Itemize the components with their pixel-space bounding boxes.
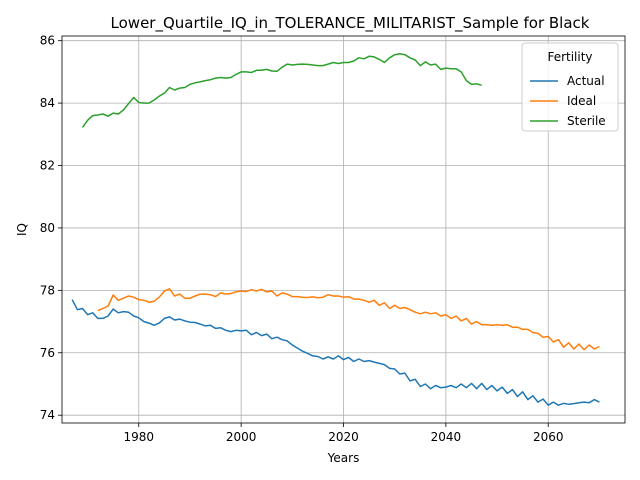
y-tick-label: 84 [40, 96, 55, 110]
legend-label-actual: Actual [567, 74, 605, 88]
y-tick-label: 74 [40, 408, 55, 422]
legend-label-sterile: Sterile [567, 114, 606, 128]
y-tick-label: 76 [40, 346, 55, 360]
legend-items: Actual Ideal Sterile [530, 74, 606, 128]
legend: Fertility Actual Ideal Sterile [521, 42, 619, 132]
y-tick-label: 86 [40, 34, 55, 48]
series-line-actual [71, 299, 600, 406]
legend-title: Fertility [547, 50, 592, 64]
x-tick-label: 1980 [123, 430, 154, 444]
axis-ticks: 1980 2000 2020 2040 2060 74 76 78 80 82 84 86 [40, 34, 564, 444]
x-axis-label: Years [327, 451, 360, 465]
series-line-ideal [97, 288, 600, 351]
y-tick-label: 82 [40, 159, 55, 173]
legend-box [521, 42, 619, 132]
legend-label-ideal: Ideal [567, 94, 596, 108]
series-line-sterile [81, 53, 482, 128]
x-tick-label: 2060 [533, 430, 564, 444]
x-tick-label: 2020 [328, 430, 359, 444]
y-tick-label: 78 [40, 283, 55, 297]
chart-title: Lower_Quartile_IQ_in_TOLERANCE_MILITARIS… [111, 14, 590, 33]
y-tick-label: 80 [40, 221, 55, 235]
x-tick-label: 2000 [226, 430, 257, 444]
series-lines [71, 53, 600, 406]
x-tick-label: 2040 [431, 430, 462, 444]
y-axis-label: IQ [15, 223, 29, 236]
